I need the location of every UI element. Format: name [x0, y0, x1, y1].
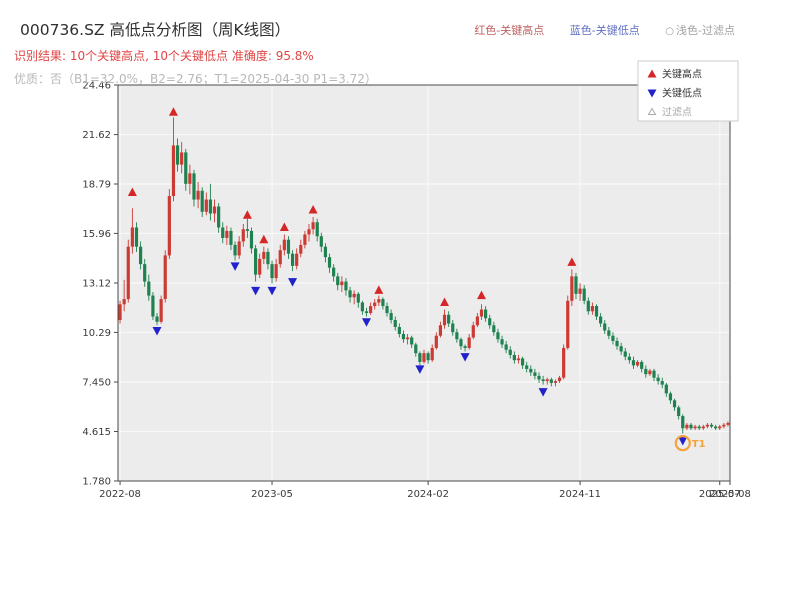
- key-high-marker: [308, 205, 318, 214]
- key-low-marker: [538, 388, 548, 397]
- legend-item-label: 过滤点: [662, 106, 692, 119]
- top-legend: 红色-关键高点 蓝色-关键低点 ○ 浅色-过滤点: [452, 22, 735, 38]
- recognition-result-line: 识别结果: 10个关键高点, 10个关键低点 准确度: 95.8%: [14, 49, 314, 63]
- svg-text:2022-08: 2022-08: [99, 489, 141, 500]
- svg-text:18.79: 18.79: [82, 180, 111, 191]
- svg-text:2023-05: 2023-05: [251, 489, 293, 500]
- key-high-marker: [259, 234, 269, 244]
- svg-text:2025-08: 2025-08: [709, 489, 751, 500]
- svg-text:2024-11: 2024-11: [559, 489, 601, 500]
- key-low-marker: [288, 278, 298, 287]
- svg-text:10.29: 10.29: [82, 328, 111, 339]
- key-high-marker: [374, 285, 384, 294]
- key-high-marker: [279, 222, 289, 231]
- quality-line: 优质：否（B1=32.0%，B2=2.76；T1=2025-04-30 P1=3…: [14, 72, 377, 86]
- hollow-circle-icon: ○: [665, 26, 675, 37]
- svg-text:24.46: 24.46: [82, 81, 111, 92]
- legend-hollow-triangle-icon: [647, 107, 657, 115]
- legend-item-label: 关键低点: [662, 87, 702, 100]
- key-low-marker: [267, 286, 277, 296]
- top-legend-key-low-label: 蓝色-关键低点: [569, 24, 640, 37]
- svg-text:1.780: 1.780: [82, 477, 111, 488]
- x-axis-labels: 2022-08 2023-05 2024-02 2024-11 2025-072025-…: [99, 481, 751, 500]
- legend-up-triangle-icon: [647, 69, 657, 78]
- svg-text:15.96: 15.96: [82, 229, 111, 240]
- svg-text:7.450: 7.450: [82, 378, 111, 389]
- y-axis-labels: 24.46 21.62 18.79 15.96 13.12 10.29 7.450 4.615…: [82, 81, 118, 488]
- top-legend-filter-label: ○ 浅色-过滤点: [665, 24, 735, 37]
- key-high-marker: [242, 210, 252, 219]
- key-high-marker: [168, 107, 178, 116]
- page-title: 000736.SZ 高低点分析图（周K线图）: [20, 21, 291, 39]
- key-high-marker: [440, 297, 450, 307]
- top-legend-filter-text: 浅色-过滤点: [676, 24, 735, 37]
- key-high-marker: [477, 290, 487, 300]
- key-low-marker: [415, 365, 425, 374]
- t1-label: T1: [692, 439, 706, 450]
- key-low-marker: [152, 326, 162, 336]
- legend-item-label: 关键高点: [662, 68, 702, 81]
- key-high-marker: [127, 187, 137, 197]
- t1-circle-marker: [674, 435, 691, 452]
- svg-text:4.615: 4.615: [82, 427, 111, 438]
- top-legend-key-high-label: 红色-关键高点: [474, 24, 545, 37]
- candles: [118, 117, 730, 434]
- key-low-marker: [678, 436, 688, 446]
- key-low-marker: [361, 318, 371, 327]
- key-low-marker: [251, 286, 261, 296]
- svg-text:2024-02: 2024-02: [407, 489, 449, 500]
- key-low-marker: [230, 262, 240, 271]
- svg-text:21.62: 21.62: [82, 130, 111, 141]
- svg-text:2025-07: 2025-07: [699, 489, 741, 500]
- legend-down-triangle-icon: [647, 89, 657, 98]
- key-high-marker: [567, 257, 577, 266]
- svg-text:13.12: 13.12: [82, 279, 111, 290]
- key-low-marker: [460, 353, 470, 362]
